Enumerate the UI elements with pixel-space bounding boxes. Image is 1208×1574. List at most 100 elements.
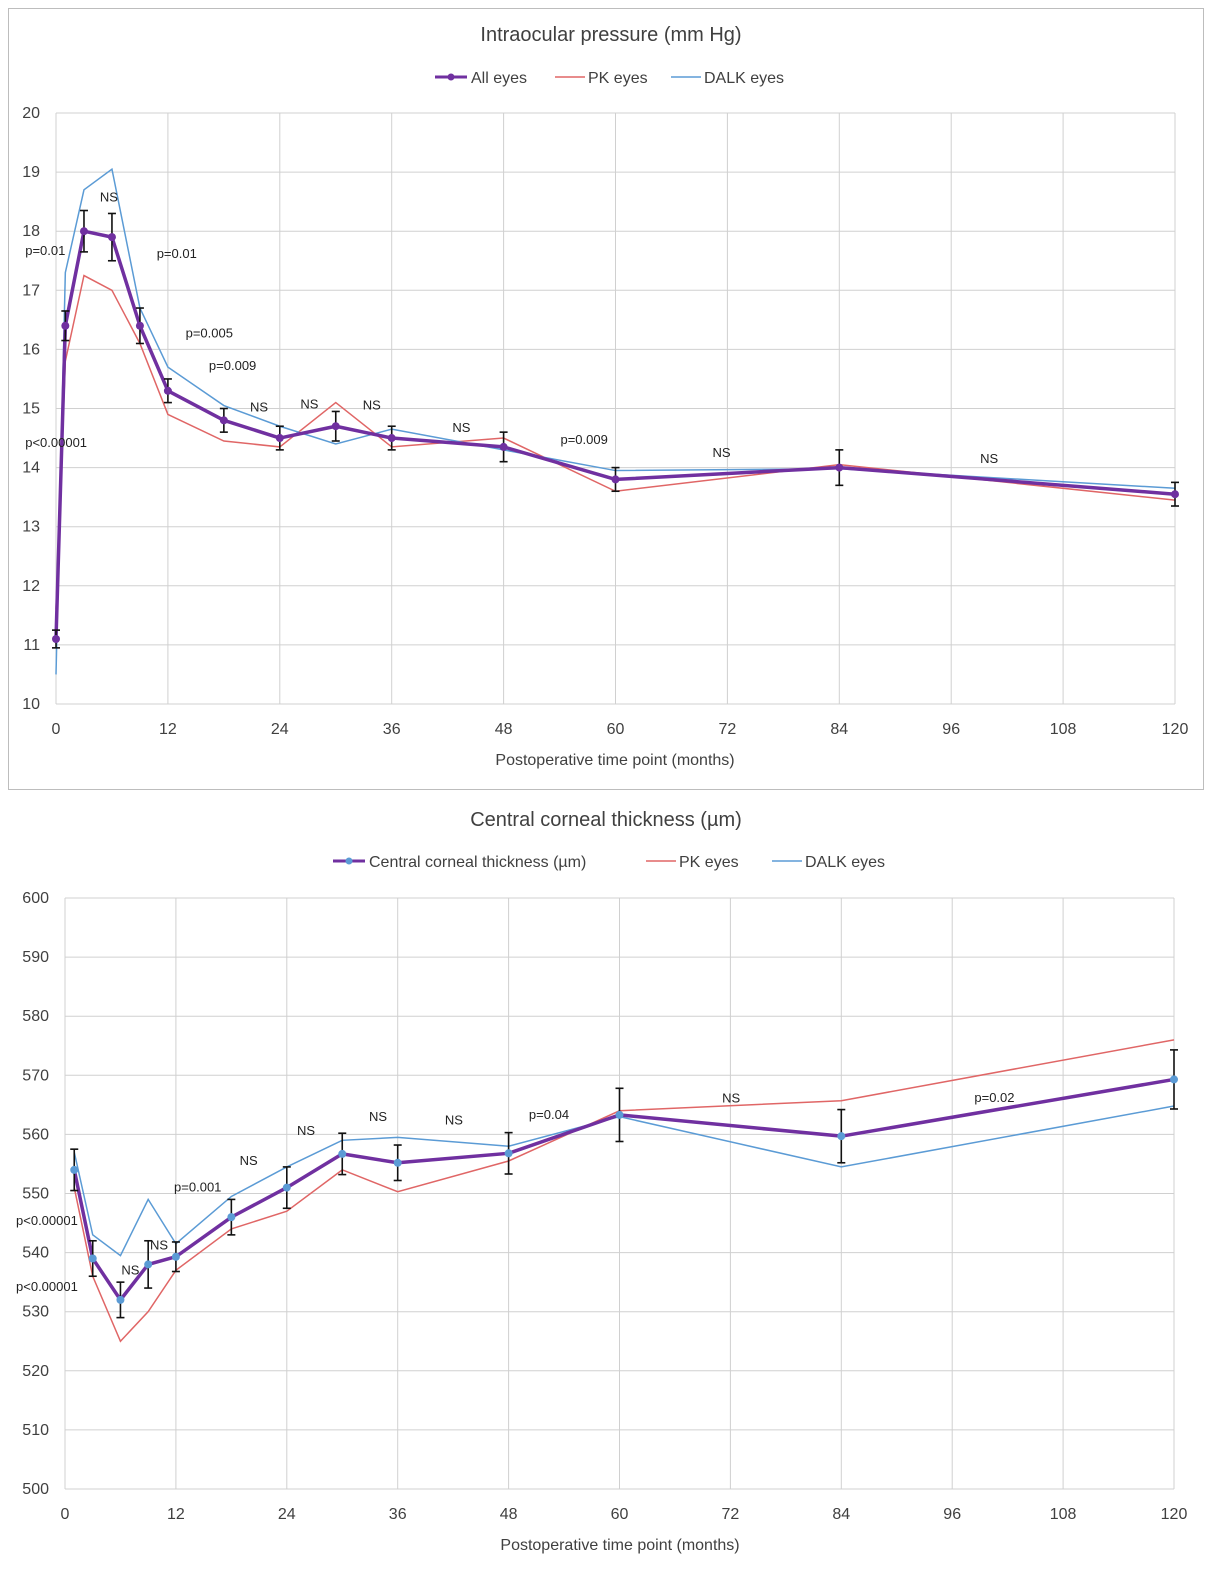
annotation-label: NS (369, 1109, 387, 1124)
legend: All eyes PK eyes DALK eyes (435, 70, 784, 87)
x-tick-label: 0 (52, 721, 61, 738)
y-tick-label: 540 (22, 1245, 49, 1262)
data-point (88, 1254, 97, 1263)
series-line-pk-eyes (55, 274, 1176, 610)
data-point (135, 321, 144, 330)
data-point (338, 1149, 347, 1158)
annotation-label: NS (980, 451, 998, 466)
data-point (387, 434, 396, 443)
y-tick-label: 13 (22, 519, 40, 536)
legend-pk-eyes-label: PK eyes (679, 854, 739, 871)
plot-area: 10 11 12 13 14 15 16 17 18 19 20 0 12 24 36 48 60 72 84 96 1… (22, 105, 1188, 738)
data-point (331, 422, 340, 431)
x-tick-label: 36 (389, 1506, 407, 1523)
x-tick-label: 120 (1161, 1506, 1188, 1523)
annotation-label: p=0.04 (529, 1107, 569, 1122)
series-line-main (72, 1077, 1175, 1302)
y-tick-label: 600 (22, 890, 49, 907)
x-tick-label: 48 (495, 721, 513, 738)
data-point (219, 416, 228, 425)
x-tick-label: 0 (61, 1506, 70, 1523)
data-point (835, 463, 844, 472)
x-tick-label: 96 (942, 721, 960, 738)
legend: Central corneal thickness (µm) PK eyes D… (333, 854, 885, 871)
y-tick-label: 530 (22, 1304, 49, 1321)
annotation-label: p=0.005 (186, 326, 233, 341)
y-tick-label: 520 (22, 1363, 49, 1380)
data-point (393, 1158, 402, 1167)
data-point (227, 1213, 236, 1222)
y-tick-label: 11 (23, 637, 40, 654)
y-tick-label: 590 (22, 949, 49, 966)
y-tick-label: 14 (22, 460, 40, 477)
y-tick-label: 18 (22, 223, 40, 240)
annotation-label: NS (121, 1262, 139, 1277)
data-point (611, 475, 620, 484)
y-tick-label: 19 (22, 164, 40, 181)
y-tick-label: 560 (22, 1126, 49, 1143)
series-line-dalk-eyes (73, 1105, 1175, 1257)
plot-area: 500 510 520 530 540 550 560 570 580 590 600 0 12 24 36… (16, 890, 1187, 1523)
cct-chart-panel: Central corneal thickness (µm) Central c… (8, 794, 1204, 1570)
annotation-label: NS (150, 1238, 168, 1253)
x-tick-label: 96 (943, 1506, 961, 1523)
annotation-label: NS (722, 1090, 740, 1105)
data-point (837, 1132, 846, 1141)
x-tick-label: 60 (611, 1506, 629, 1523)
annotation-label: NS (240, 1153, 258, 1168)
x-axis-label: Postoperative time point (months) (500, 1537, 739, 1554)
data-point (79, 227, 88, 236)
y-tick-label: 580 (22, 1008, 49, 1025)
annotation-label: p<0.00001 (25, 435, 87, 450)
cct-chart: Central corneal thickness (µm) Central c… (16, 809, 1187, 1554)
data-point (1171, 490, 1179, 499)
y-tick-label: 15 (22, 401, 40, 418)
y-tick-label: 12 (22, 578, 40, 595)
annotation-label: p=0.01 (157, 246, 197, 261)
legend-all-eyes-marker (447, 73, 455, 81)
chart-title: Intraocular pressure (mm Hg) (480, 24, 741, 46)
annotation-label: NS (712, 445, 730, 460)
series-line-pk-eyes (73, 1039, 1175, 1343)
x-tick-label: 12 (167, 1506, 185, 1523)
legend-cct-marker (345, 857, 353, 865)
data-point (499, 442, 508, 451)
annotation-label: NS (452, 420, 470, 435)
iop-chart-panel: Intraocular pressure (mm Hg) All eyes PK… (8, 8, 1204, 790)
data-point (116, 1295, 125, 1304)
data-point (163, 386, 172, 395)
data-point (61, 321, 70, 330)
annotation-label: NS (297, 1123, 315, 1138)
x-tick-label: 36 (383, 721, 401, 738)
x-tick-label: 72 (719, 721, 737, 738)
data-point (171, 1252, 180, 1261)
y-tick-label: 570 (22, 1067, 49, 1084)
legend-all-eyes-label: All eyes (471, 70, 527, 87)
annotation-label: NS (300, 397, 318, 412)
y-tick-label: 17 (22, 282, 40, 299)
data-point (107, 233, 116, 242)
data-point (282, 1183, 291, 1192)
y-tick-label: 10 (22, 696, 40, 713)
y-tick-label: 550 (22, 1186, 49, 1203)
data-point (1170, 1075, 1178, 1084)
x-tick-label: 12 (159, 721, 177, 738)
annotation-label: p<0.00001 (16, 1279, 78, 1294)
annotation-label: NS (363, 398, 381, 413)
annotation-label: NS (445, 1112, 463, 1127)
annotation-label: p=0.009 (209, 358, 256, 373)
series-line-dalk-eyes (55, 167, 1176, 675)
x-tick-label: 108 (1050, 721, 1077, 738)
data-point (504, 1149, 513, 1158)
annotation-label: p=0.009 (560, 432, 607, 447)
legend-dalk-eyes-label: DALK eyes (704, 70, 784, 87)
data-point (275, 434, 284, 443)
legend-cct-label: Central corneal thickness (µm) (369, 854, 586, 871)
data-point (615, 1110, 624, 1119)
annotation-label: p=0.01 (25, 243, 65, 258)
x-tick-label: 84 (830, 721, 848, 738)
y-tick-label: 510 (22, 1422, 49, 1439)
x-tick-label: 120 (1162, 721, 1189, 738)
y-tick-label: 500 (22, 1481, 49, 1498)
x-tick-label: 24 (271, 721, 289, 738)
